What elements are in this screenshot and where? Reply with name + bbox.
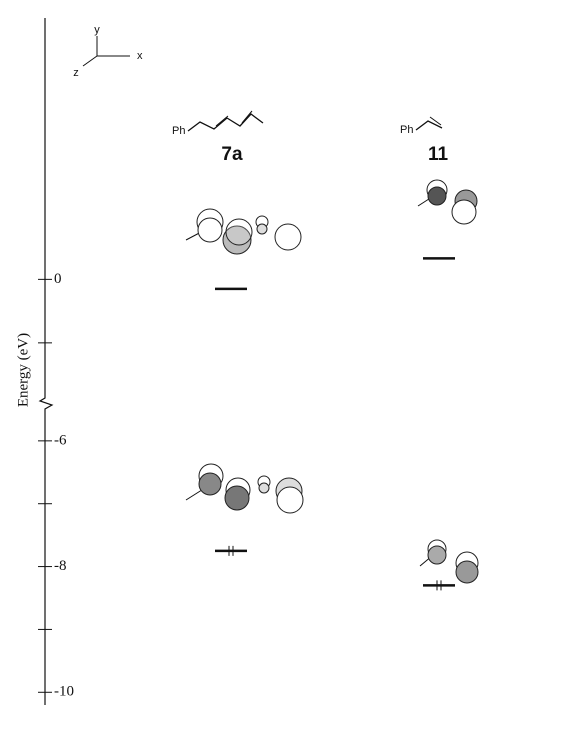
axes-icon: y x z [73, 24, 143, 79]
orbital-11-homo [419, 539, 479, 584]
y-axis-icon-label: y [94, 24, 100, 36]
double-bond [241, 110, 253, 124]
orbital-7a-homo [185, 463, 304, 514]
y-axis [38, 18, 54, 705]
substituent: Ph [400, 124, 413, 136]
compound-label: 7a [221, 144, 243, 165]
molecule-11 [415, 120, 443, 131]
compound-label: 11 [428, 144, 449, 165]
double-bond [215, 115, 229, 127]
orbital-7a-lumo [185, 208, 302, 255]
y-axis-label: Energy (eV) [15, 333, 31, 407]
x-axis-icon-label: x [137, 50, 143, 62]
y-tick-label: -10 [54, 684, 74, 700]
double-bond [429, 116, 442, 126]
y-tick-label: -8 [54, 558, 67, 574]
y-tick-label: 0 [54, 271, 62, 287]
orbital-11-lumo [417, 179, 478, 225]
z-arrow [82, 55, 98, 67]
y-tick-label: -6 [54, 432, 67, 448]
z-axis-icon-label: z [73, 67, 79, 79]
substituent: Ph [172, 125, 185, 137]
molecule-7a [187, 113, 264, 132]
